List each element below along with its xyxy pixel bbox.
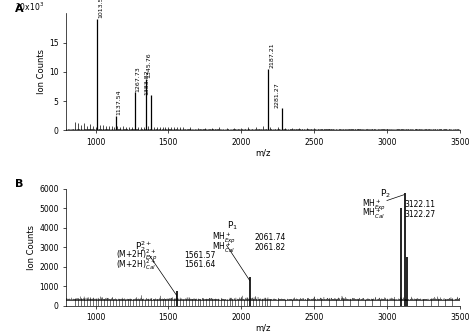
Text: 1013.54: 1013.54 [99, 0, 104, 18]
Text: B: B [15, 179, 24, 190]
Text: 3122.11: 3122.11 [404, 200, 436, 209]
X-axis label: m/z: m/z [255, 149, 271, 157]
Text: MH$^+_{Exp}$: MH$^+_{Exp}$ [212, 230, 236, 245]
Text: 1137.54: 1137.54 [116, 89, 121, 115]
Text: 2061.82: 2061.82 [255, 243, 285, 252]
Text: 1561.64: 1561.64 [184, 260, 216, 269]
Text: MH$^+_{Cal}$: MH$^+_{Cal}$ [212, 241, 235, 255]
Text: 2061.74: 2061.74 [255, 234, 286, 243]
Text: P$_2^{2+}$: P$_2^{2+}$ [135, 239, 152, 254]
Text: 3122.27: 3122.27 [404, 210, 436, 219]
Text: 20x10$^3$: 20x10$^3$ [15, 1, 44, 13]
Y-axis label: Ion Counts: Ion Counts [27, 225, 36, 270]
Text: A: A [15, 4, 24, 14]
Text: (M+2H)$^{2+}_{Cal}$: (M+2H)$^{2+}_{Cal}$ [116, 257, 156, 272]
Text: P$_1$: P$_1$ [227, 220, 237, 232]
Text: MH$^+_{Exp}$: MH$^+_{Exp}$ [362, 197, 386, 212]
Text: MH$^+_{Cal}$: MH$^+_{Cal}$ [362, 207, 385, 221]
Text: 1561.57: 1561.57 [184, 251, 216, 260]
Text: 1345.76: 1345.76 [146, 53, 152, 78]
X-axis label: m/z: m/z [255, 324, 271, 333]
Text: P$_2$: P$_2$ [380, 187, 391, 200]
Text: 2187.21: 2187.21 [270, 43, 274, 69]
Text: (M+2H)$^{2+}_{Exp}$: (M+2H)$^{2+}_{Exp}$ [116, 248, 157, 263]
Text: 1383.82: 1383.82 [144, 69, 149, 95]
Y-axis label: Ion Counts: Ion Counts [37, 49, 46, 94]
Text: 1267.73: 1267.73 [135, 66, 140, 92]
Text: 2281.27: 2281.27 [274, 82, 280, 108]
